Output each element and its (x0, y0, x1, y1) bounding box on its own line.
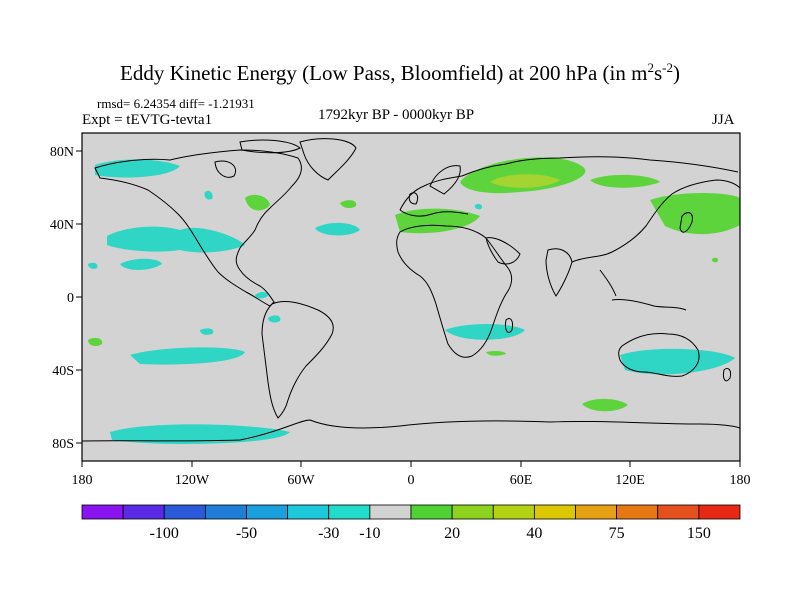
colorbar-swatch (246, 504, 289, 520)
colorbar-label: -100 (150, 525, 179, 542)
season-label: JJA (712, 112, 735, 128)
coastline-arctic (214, 160, 236, 178)
y-tick-label: 40N (50, 218, 74, 233)
x-tick-label: 60E (510, 473, 533, 488)
coastline-new-zealand (723, 367, 731, 382)
coastline-antarctica (82, 419, 740, 442)
positive-region (582, 398, 628, 412)
anomaly-fields (88, 157, 740, 444)
coastline-madagascar (505, 317, 513, 333)
positive-region (245, 194, 270, 211)
negative-region (95, 159, 180, 178)
negative-region (268, 315, 281, 323)
colorbar-swatch (287, 504, 330, 520)
negative-region (255, 292, 268, 299)
colorbar-swatch (451, 504, 494, 520)
colorbar-swatch (410, 504, 453, 520)
x-tick-label: 0 (408, 473, 415, 488)
negative-region (88, 262, 98, 269)
colorbar-swatch (204, 504, 247, 520)
colorbar-label: -10 (359, 525, 380, 542)
negative-region (130, 347, 245, 365)
coastline-north-america (94, 149, 302, 307)
negative-region (107, 226, 245, 253)
negative-region (315, 222, 360, 236)
positive-region (590, 174, 660, 188)
colorbar-swatch (616, 504, 659, 520)
plot-title: Eddy Kinetic Energy (Low Pass, Bloomfiel… (120, 60, 680, 85)
axis-ticks (76, 150, 741, 467)
coastline-india (545, 248, 573, 297)
coastline-uk (408, 192, 419, 205)
colorbar (81, 504, 741, 520)
positive-region (340, 200, 357, 209)
positive-region (711, 257, 719, 263)
x-tick-label: 180 (730, 473, 751, 488)
y-tick-label: 40S (52, 364, 74, 379)
coastline-africa (396, 224, 513, 358)
negative-region (445, 324, 525, 340)
positive-region (486, 350, 506, 356)
colorbar-swatch (122, 504, 165, 520)
map-background (82, 133, 740, 461)
positive-region (650, 193, 740, 235)
stats-label: rmsd= 6.24354 diff= -1.21931 (97, 96, 255, 111)
x-tick-label: 120W (175, 473, 210, 488)
colorbar-swatch (698, 504, 741, 520)
experiment-label: Expt = tEVTG-tevta1 (82, 112, 213, 128)
y-tick-label: 80N (50, 145, 74, 160)
coastline-scandinavia (429, 165, 461, 195)
coastline-europe (399, 156, 739, 217)
colorbar-swatch (328, 504, 371, 520)
y-tick-label: 80S (52, 437, 74, 452)
colorbar-swatch (492, 504, 535, 520)
colorbar-label: 150 (687, 525, 711, 542)
negative-region (120, 258, 162, 270)
positive-region (88, 337, 103, 347)
colorbar-label: 40 (526, 525, 542, 542)
negative-region (474, 203, 483, 210)
coastline-australia (618, 333, 700, 377)
colorbar-swatch (163, 504, 206, 520)
colorbar-swatch (533, 504, 576, 520)
coastline-indonesia (611, 299, 687, 311)
coastline-arabia (485, 237, 521, 265)
colorbar-swatch (369, 504, 412, 520)
x-tick-label: 180 (72, 473, 93, 488)
colorbar-label: -30 (318, 525, 339, 542)
colorbar-label: 75 (609, 525, 625, 542)
colorbar-swatch (657, 504, 700, 520)
x-tick-label: 120E (615, 473, 645, 488)
colorbar-label: -50 (236, 525, 257, 542)
coastline-east-asia (571, 179, 740, 297)
coastline-greenland (299, 138, 357, 181)
period-label: 1792kyr BP - 0000kyr BP (318, 107, 475, 123)
coastline-arctic (239, 139, 301, 154)
x-tick-label: 60W (287, 473, 315, 488)
negative-region (620, 348, 735, 375)
negative-region (204, 190, 213, 200)
coastline-japan (679, 212, 693, 233)
colorbar-swatch (81, 504, 124, 520)
coastlines (82, 138, 740, 442)
y-tick-label: 0 (67, 291, 74, 306)
positive-core-region (490, 174, 560, 188)
colorbar-label: 20 (444, 525, 460, 542)
coastline-south-america (261, 301, 334, 419)
negative-region (200, 328, 214, 335)
colorbar-swatch (575, 504, 618, 520)
